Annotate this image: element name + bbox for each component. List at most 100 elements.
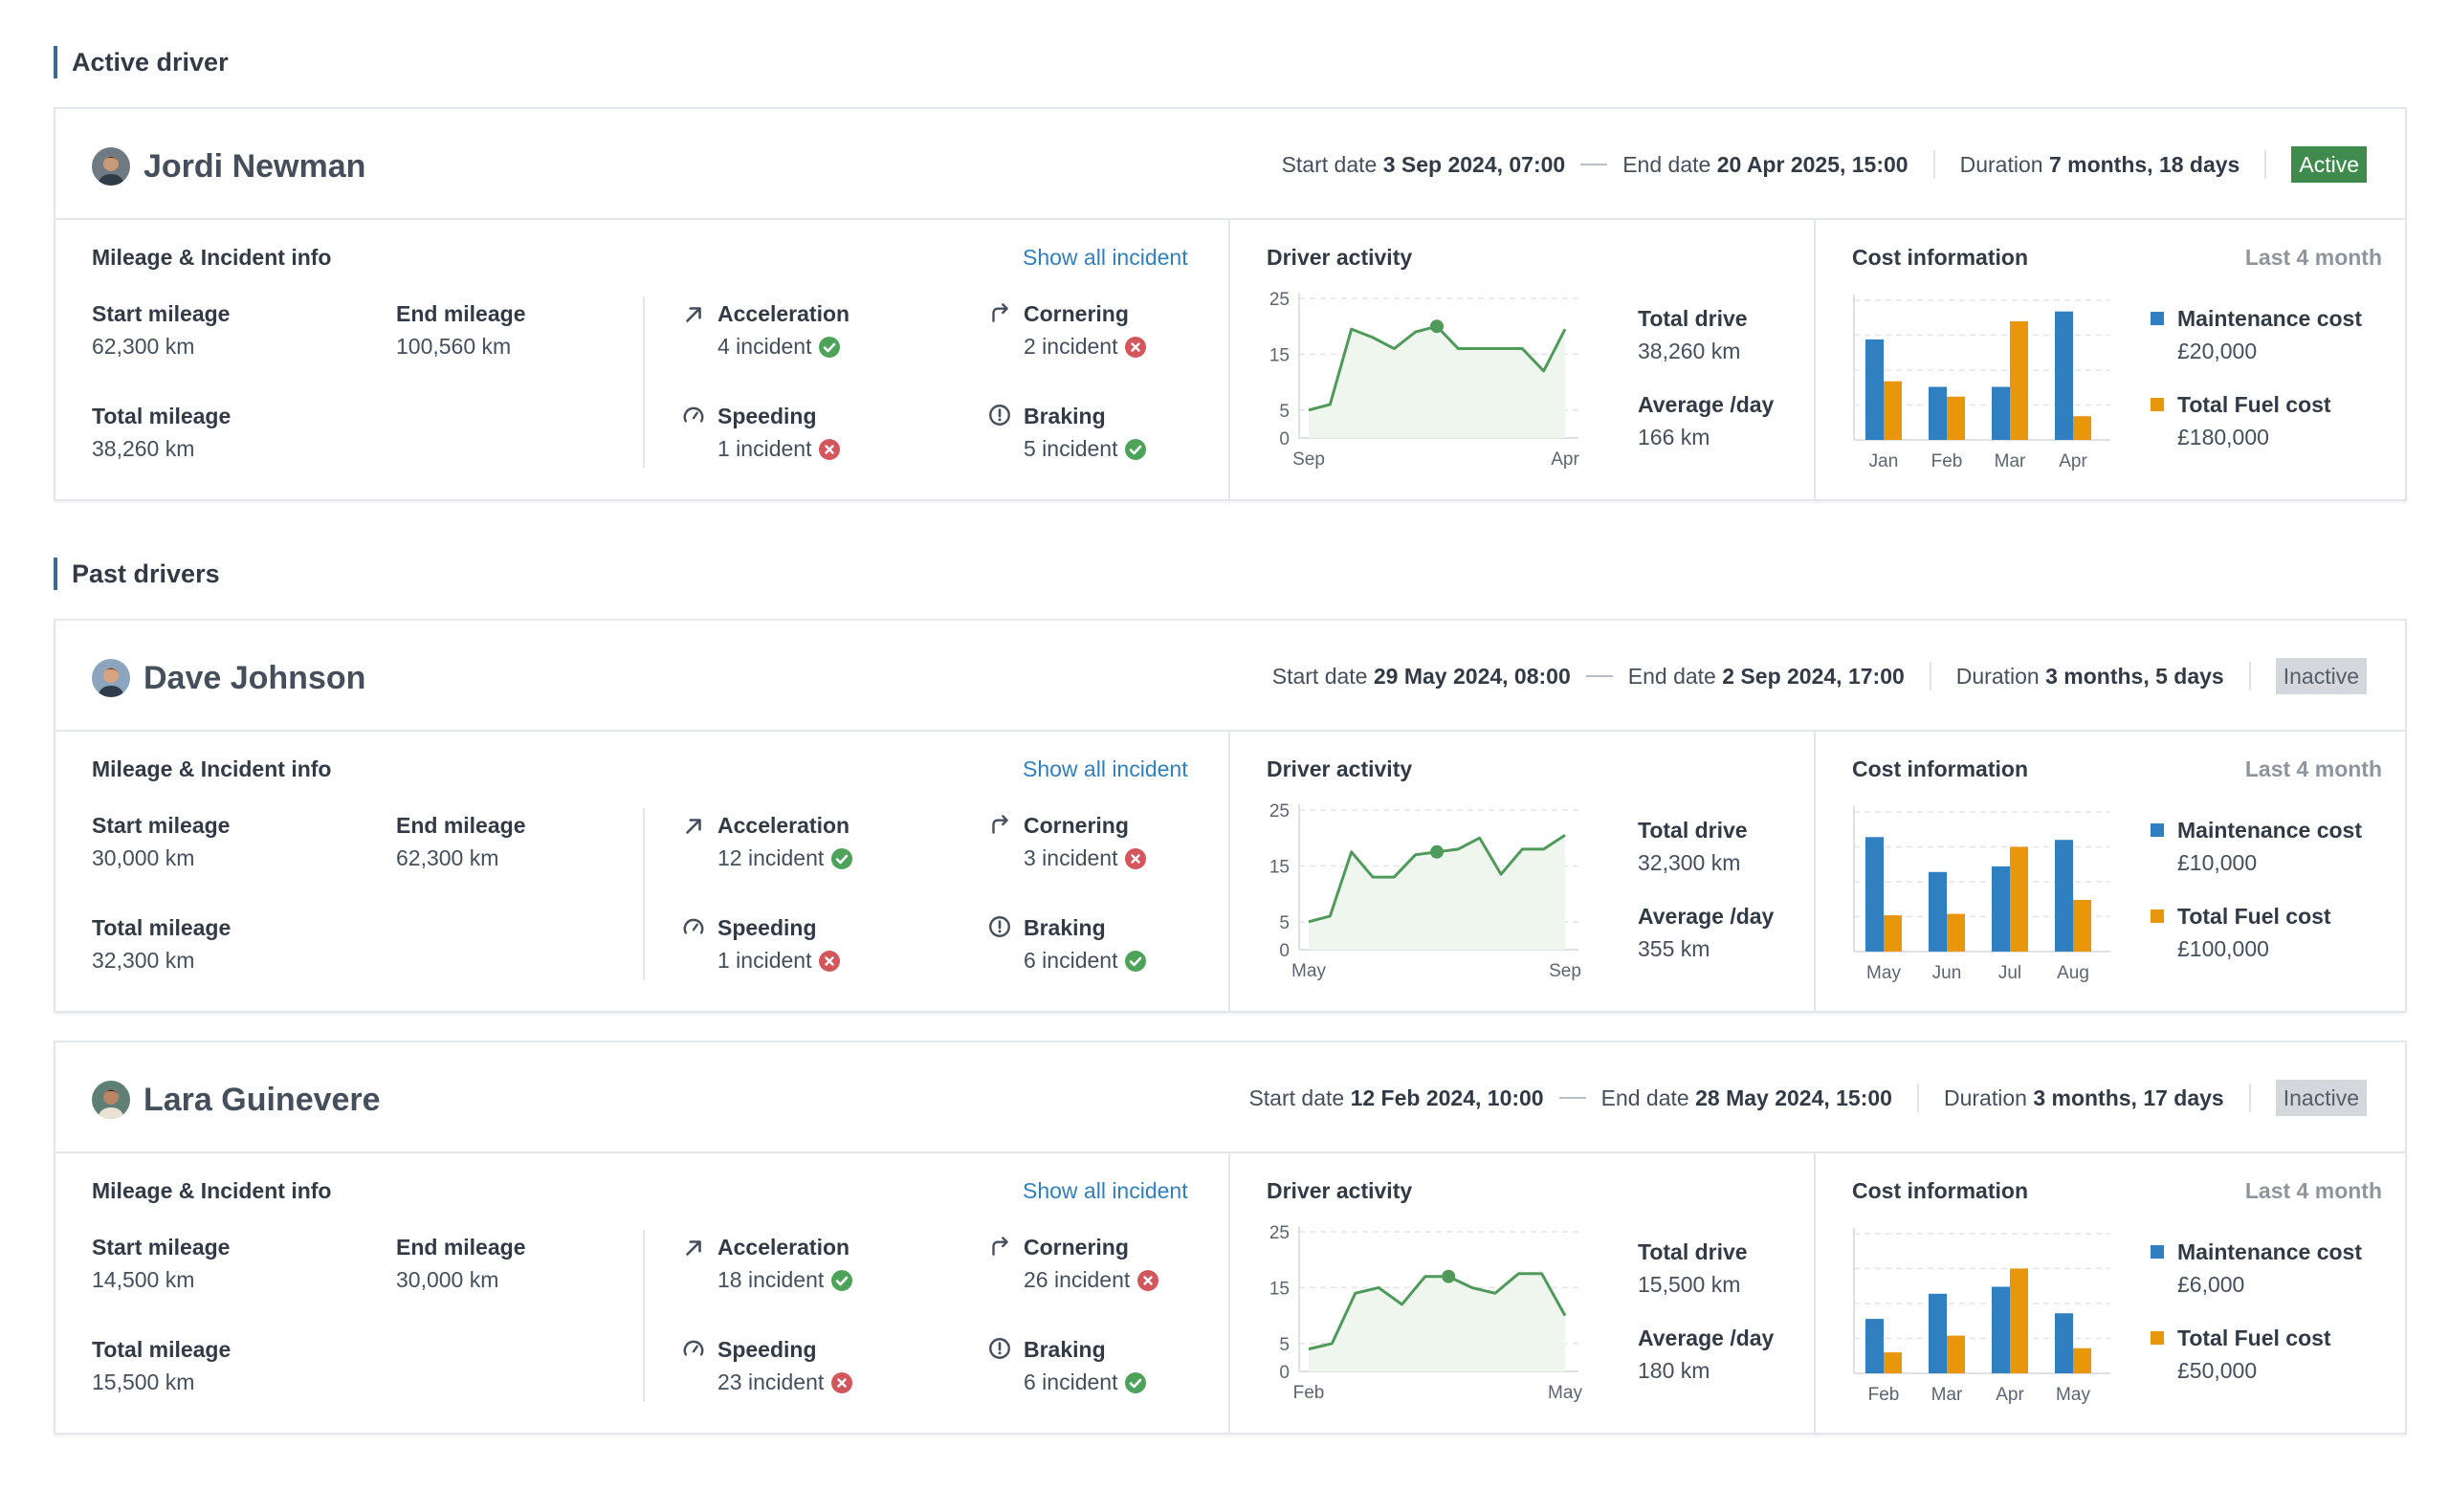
y-tick-label: 15 bbox=[1269, 345, 1290, 365]
maintenance-bar bbox=[1929, 871, 1947, 952]
driver-period: Start date 3 Sep 2024, 07:00 End date 20… bbox=[1282, 109, 2367, 220]
cornering-label: Cornering bbox=[1024, 301, 1129, 326]
average-day-label: Average /day bbox=[1638, 392, 1775, 417]
cost-bar-chart: Jan Feb Mar Apr bbox=[1853, 295, 2110, 471]
total-mileage-value: 15,500 km bbox=[92, 1370, 195, 1394]
mileage-incident-divider bbox=[643, 296, 645, 469]
cornering-count-text: 26 incident bbox=[1024, 1267, 1131, 1292]
activity-line bbox=[1308, 1272, 1567, 1351]
fuel-bar bbox=[1947, 913, 1965, 952]
braking-count: 6 incident bbox=[1024, 946, 1147, 975]
y-tick-label: 0 bbox=[1279, 429, 1290, 449]
cornering-count: 2 incident bbox=[1024, 332, 1147, 361]
y-tick-label: 25 bbox=[1269, 801, 1290, 822]
fuel-bar bbox=[2010, 846, 2028, 952]
y-tick-label: 5 bbox=[1279, 402, 1290, 422]
show-all-incident-link[interactable]: Show all incident bbox=[1023, 756, 1188, 781]
end-date-label: End date bbox=[1627, 663, 1716, 689]
maintenance-legend-swatch bbox=[2151, 1245, 2164, 1259]
y-tick-label: 15 bbox=[1269, 1279, 1290, 1299]
driver-card-body: Mileage & Incident info Show all inciden… bbox=[55, 220, 2405, 501]
average-day-value: 180 km bbox=[1638, 1358, 1710, 1383]
end-date-value: 20 Apr 2025, 15:00 bbox=[1716, 151, 1908, 177]
fuel-bar bbox=[2010, 1268, 2028, 1373]
fuel-bar bbox=[1947, 1335, 1965, 1373]
fuel-bar bbox=[2073, 899, 2091, 952]
total-drive-label: Total drive bbox=[1638, 306, 1748, 331]
start-mileage-value: 14,500 km bbox=[92, 1267, 195, 1292]
speeding-count-text: 23 incident bbox=[717, 1370, 825, 1394]
fuel-bar bbox=[1884, 1352, 1902, 1373]
cornering-error-icon bbox=[1137, 1270, 1159, 1291]
acceleration-check-icon bbox=[819, 337, 841, 358]
speeding-count-text: 1 incident bbox=[717, 436, 812, 461]
maintenance-cost-value: £10,000 bbox=[2177, 850, 2258, 875]
driver-period: Start date 29 May 2024, 08:00 End date 2… bbox=[1272, 621, 2367, 732]
speeding-icon bbox=[681, 1337, 706, 1362]
acceleration-check-icon bbox=[831, 848, 853, 869]
total-mileage-value: 32,300 km bbox=[92, 948, 195, 973]
acceleration-label: Acceleration bbox=[717, 301, 850, 326]
period-filter-label: Last 4 month bbox=[2244, 756, 2382, 781]
braking-label: Braking bbox=[1024, 915, 1106, 940]
cornering-count-text: 3 incident bbox=[1024, 845, 1118, 870]
activity-area bbox=[1309, 326, 1565, 438]
speeding-label: Speeding bbox=[717, 404, 817, 428]
x-end-label: Apr bbox=[1551, 449, 1579, 470]
panel-divider bbox=[1228, 220, 1230, 501]
mileage-incident-title: Mileage & Incident info bbox=[92, 1178, 332, 1203]
fuel-bar bbox=[1884, 381, 1902, 440]
driver-activity-chart: 0 5 15 25 Sep Apr bbox=[1269, 290, 1580, 470]
fuel-legend-swatch bbox=[2151, 1331, 2164, 1345]
total-mileage-value: 38,260 km bbox=[92, 436, 195, 461]
maintenance-legend-swatch bbox=[2151, 823, 2164, 837]
duration-label: Duration bbox=[1955, 663, 2040, 689]
y-tick-label: 5 bbox=[1279, 913, 1290, 933]
maintenance-cost-value: £20,000 bbox=[2177, 339, 2258, 363]
end-mileage-value: 100,560 km bbox=[396, 334, 512, 359]
x-start-label: Sep bbox=[1292, 449, 1325, 470]
panel-divider bbox=[1814, 220, 1816, 501]
avatar bbox=[92, 1081, 130, 1119]
cost-bar-chart: Feb Mar Apr May bbox=[1853, 1228, 2110, 1405]
cornering-count-text: 2 incident bbox=[1024, 334, 1118, 359]
start-mileage-label: Start mileage bbox=[92, 813, 231, 838]
show-all-incident-link[interactable]: Show all incident bbox=[1023, 245, 1188, 270]
end-mileage-label: End mileage bbox=[396, 301, 526, 326]
cornering-count: 3 incident bbox=[1024, 844, 1147, 872]
status-badge: Inactive bbox=[2275, 658, 2367, 694]
braking-check-icon bbox=[1125, 1372, 1147, 1393]
cornering-error-icon bbox=[1125, 337, 1147, 358]
driver-activity-chart: 0 5 15 25 May Sep bbox=[1269, 801, 1581, 981]
total-drive-value: 15,500 km bbox=[1638, 1272, 1741, 1297]
braking-label: Braking bbox=[1024, 404, 1106, 428]
x-category-label: May bbox=[2056, 1385, 2090, 1405]
y-tick-label: 0 bbox=[1279, 941, 1290, 961]
acceleration-count: 18 incident bbox=[717, 1265, 853, 1294]
braking-count-text: 5 incident bbox=[1024, 436, 1118, 461]
end-mileage-label: End mileage bbox=[396, 1235, 526, 1260]
speeding-error-icon bbox=[831, 1372, 853, 1393]
show-all-incident-link[interactable]: Show all incident bbox=[1023, 1178, 1188, 1203]
fuel-cost-value: £180,000 bbox=[2177, 425, 2269, 449]
driver-period: Start date 12 Feb 2024, 10:00 End date 2… bbox=[1248, 1042, 2367, 1153]
acceleration-icon bbox=[681, 302, 706, 327]
mileage-incident-divider bbox=[643, 808, 645, 980]
active-driver-heading: Active driver bbox=[54, 46, 229, 78]
meta-divider bbox=[2264, 150, 2267, 179]
fuel-bar bbox=[1884, 915, 1902, 952]
maintenance-bar bbox=[2055, 1313, 2073, 1373]
total-drive-label: Total drive bbox=[1638, 1239, 1748, 1264]
panel-divider bbox=[1228, 732, 1230, 1013]
speeding-error-icon bbox=[819, 951, 841, 972]
maintenance-bar bbox=[1929, 386, 1947, 440]
total-mileage-label: Total mileage bbox=[92, 1337, 232, 1362]
maintenance-bar bbox=[1992, 386, 2010, 440]
fuel-bar bbox=[1947, 396, 1965, 440]
x-start-label: Feb bbox=[1293, 1383, 1325, 1403]
total-mileage-label: Total mileage bbox=[92, 915, 232, 940]
total-drive-value: 32,300 km bbox=[1638, 850, 1741, 875]
period-filter-label: Last 4 month bbox=[2244, 245, 2382, 270]
x-start-label: May bbox=[1291, 961, 1326, 981]
maintenance-bar bbox=[2055, 311, 2073, 440]
